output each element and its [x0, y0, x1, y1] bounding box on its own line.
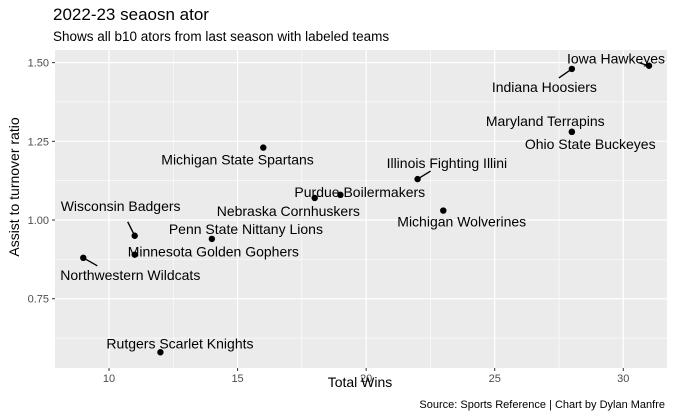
- x-axis-title: Total Wins: [328, 374, 393, 390]
- major-gridlines: [55, 50, 667, 368]
- y-tick-label: 0.75: [28, 294, 49, 306]
- data-point: [568, 128, 576, 136]
- x-tick-label: 25: [489, 373, 501, 385]
- data-point: [157, 349, 164, 356]
- team-label: Maryland Terrapins: [486, 113, 605, 129]
- x-tick-label: 20: [360, 373, 372, 385]
- team-label: Nebraska Cornhuskers: [217, 203, 360, 219]
- data-point: [208, 235, 216, 243]
- team-label: Michigan Wolverines: [397, 214, 526, 230]
- y-tick-label: 1.00: [28, 215, 49, 227]
- team-label: Illinois Fighting Illini: [387, 155, 508, 171]
- team-label: Wisconsin Badgers: [61, 198, 181, 214]
- axis-ticks: [52, 62, 624, 371]
- y-axis-title: Assist to turnover ratio: [6, 117, 22, 256]
- chart-title: 2022-23 seaosn ator: [53, 5, 209, 24]
- y-tick-label: 1.25: [28, 136, 49, 148]
- data-point: [131, 251, 138, 258]
- chart-caption: Source: Sports Reference | Chart by Dyla…: [419, 399, 665, 411]
- y-axis-tick-labels: 0.75 1.00 1.25 1.50: [28, 58, 49, 306]
- team-label: Penn State Nittany Lions: [169, 221, 323, 237]
- team-label: Northwestern Wildcats: [60, 267, 200, 283]
- minor-gridlines: [55, 50, 667, 368]
- data-point: [414, 175, 421, 183]
- data-point: [311, 194, 318, 202]
- x-tick-label: 15: [231, 373, 243, 385]
- chart-subtitle: Shows all b10 ators from last season wit…: [53, 29, 389, 44]
- plot-panel: [55, 50, 667, 368]
- team-label: Iowa Hawkeyes: [567, 51, 665, 67]
- team-label: Rutgers Scarlet Knights: [106, 335, 253, 351]
- x-tick-label: 30: [617, 373, 629, 385]
- team-label: Ohio State Buckeyes: [525, 136, 656, 152]
- team-label: Minnesota Golden Gophers: [128, 244, 299, 260]
- data-point: [645, 62, 653, 69]
- data-point: [260, 144, 267, 151]
- team-label: Indiana Hoosiers: [492, 79, 597, 95]
- x-tick-label: 10: [103, 373, 115, 385]
- team-label: Purdue Boilermakers: [294, 184, 425, 200]
- data-point: [131, 232, 138, 239]
- data-point: [337, 191, 344, 199]
- y-tick-label: 1.50: [28, 58, 49, 70]
- data-point: [440, 207, 447, 214]
- team-labels: Iowa Hawkeyes Indiana Hoosiers Maryland Te…: [60, 51, 665, 352]
- data-point: [80, 254, 87, 262]
- data-point: [568, 65, 576, 73]
- team-label: Michigan State Spartans: [161, 152, 314, 168]
- data-points: [80, 62, 653, 356]
- x-axis-tick-labels: 10 15 20 25 30: [103, 373, 630, 385]
